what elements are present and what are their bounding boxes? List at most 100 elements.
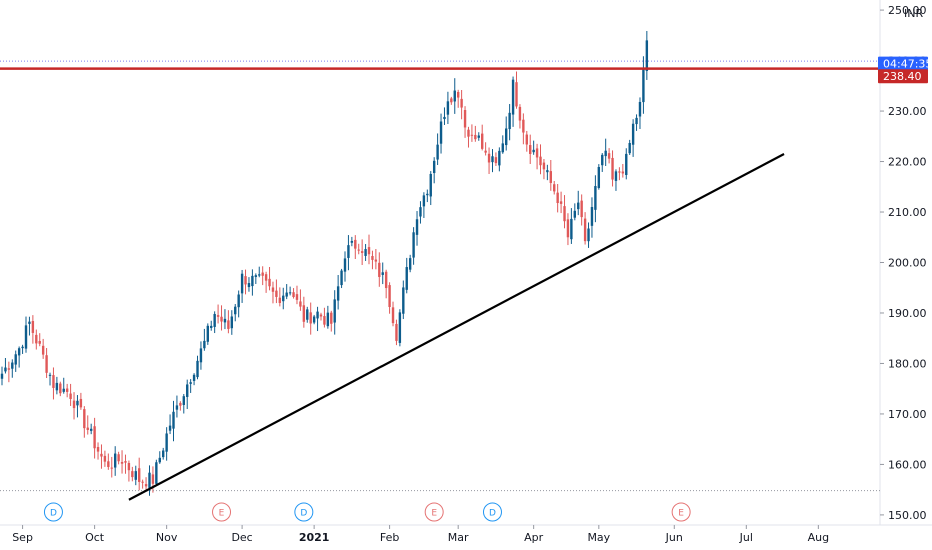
- candle-body: [127, 463, 131, 471]
- candle-body: [117, 454, 120, 462]
- date-tick-label: Oct: [85, 531, 105, 544]
- earnings-event-marker[interactable]: E: [212, 502, 232, 522]
- candle-body: [192, 374, 196, 381]
- dividend-event-marker[interactable]: D: [43, 502, 63, 522]
- date-tick-label: Jun: [665, 531, 683, 544]
- candle-body: [230, 316, 234, 329]
- candle-body: [96, 446, 100, 452]
- candle-body: [594, 186, 597, 210]
- candle-body: [549, 171, 552, 183]
- price-tick-label: 200.00: [888, 257, 927, 270]
- candle-body: [395, 323, 398, 341]
- candle-body: [103, 455, 107, 462]
- candle-body: [223, 318, 227, 323]
- price-tag-label: 04:47:35: [883, 58, 932, 71]
- event-marker-circle: [482, 502, 502, 522]
- candle-body: [494, 157, 498, 164]
- candle-body: [258, 274, 261, 276]
- price-tick-label: 250.00: [888, 4, 927, 17]
- candle-body: [330, 312, 333, 324]
- candle-body: [21, 346, 24, 349]
- candle-body: [340, 270, 343, 286]
- chart-grid: [0, 0, 932, 526]
- candle-body: [17, 348, 21, 356]
- candle-body: [124, 461, 127, 463]
- candle-body: [28, 321, 31, 324]
- candle-body: [532, 149, 535, 153]
- price-tick-label: 150.00: [888, 509, 927, 522]
- candle-body: [443, 116, 446, 120]
- candle-body: [155, 462, 158, 484]
- candle-body: [611, 157, 614, 180]
- candle-body: [371, 256, 374, 260]
- candle-body: [450, 98, 453, 103]
- candle-body: [326, 312, 330, 327]
- candle-body: [426, 193, 429, 196]
- date-tick-label: Feb: [380, 531, 399, 544]
- candle-body: [487, 153, 491, 163]
- price-tag-label: 238.40: [883, 70, 922, 83]
- price-tick-label: 210.00: [888, 206, 927, 219]
- candle-body: [525, 134, 528, 145]
- candle-body: [638, 101, 642, 117]
- event-marker-circle: [424, 502, 444, 522]
- candle-body: [89, 428, 93, 431]
- candle-body: [625, 153, 628, 175]
- candle-body: [227, 320, 230, 329]
- candle-body: [196, 360, 199, 378]
- event-marker-circle: [671, 502, 691, 522]
- support-trendline[interactable]: [128, 152, 785, 501]
- candle-body: [168, 425, 172, 431]
- candle-body: [436, 144, 439, 160]
- candle-body: [107, 461, 110, 467]
- candle-body: [45, 355, 48, 373]
- candle-body: [415, 219, 419, 235]
- candle-body: [213, 313, 216, 327]
- candle-body: [79, 398, 83, 408]
- candle-body: [319, 314, 323, 317]
- candle-body: [347, 245, 350, 258]
- candle-body: [583, 218, 587, 242]
- candle-body: [518, 106, 522, 121]
- candle-body: [566, 219, 570, 238]
- candle-body: [271, 287, 275, 292]
- candle-body: [577, 202, 580, 210]
- candle-body: [515, 82, 518, 107]
- candlestick-series: [0, 30, 649, 496]
- candle-body: [508, 112, 511, 130]
- candle-body: [642, 68, 645, 103]
- dividend-event-marker[interactable]: D: [482, 502, 502, 522]
- price-tick-label: 180.00: [888, 357, 927, 370]
- date-tick-label: Nov: [156, 531, 178, 544]
- candle-body: [501, 143, 504, 153]
- candle-body: [186, 384, 189, 397]
- candle-body: [357, 249, 360, 251]
- candle-body: [220, 316, 223, 322]
- date-tick-label: 2021: [299, 531, 330, 544]
- dividend-event-marker[interactable]: D: [294, 502, 314, 522]
- candle-body: [141, 481, 144, 483]
- candle-body: [261, 272, 264, 276]
- price-tag-box: [878, 69, 928, 84]
- candle-body: [172, 411, 175, 429]
- candle-body: [618, 171, 621, 173]
- earnings-event-marker[interactable]: E: [671, 502, 691, 522]
- earnings-event-marker[interactable]: E: [424, 502, 444, 522]
- price-tick-label: 220.00: [888, 156, 927, 169]
- event-marker-label: E: [678, 509, 684, 519]
- event-marker-circle: [43, 502, 63, 522]
- candle-body: [573, 210, 577, 218]
- candle-body: [203, 340, 206, 349]
- candle-body: [384, 271, 388, 289]
- candle-body: [38, 340, 41, 344]
- candle-body: [402, 287, 405, 314]
- candle-body: [151, 474, 155, 484]
- time-axis[interactable]: Sep Oct Nov Dec 2021 Feb Mar Apr May Jun Jul Aug: [12, 525, 829, 544]
- candle-body: [498, 150, 501, 166]
- price-tick-label: 160.00: [888, 458, 927, 471]
- trendline-layer[interactable]: [128, 152, 785, 501]
- candle-body: [247, 283, 251, 288]
- candle-body: [0, 373, 4, 379]
